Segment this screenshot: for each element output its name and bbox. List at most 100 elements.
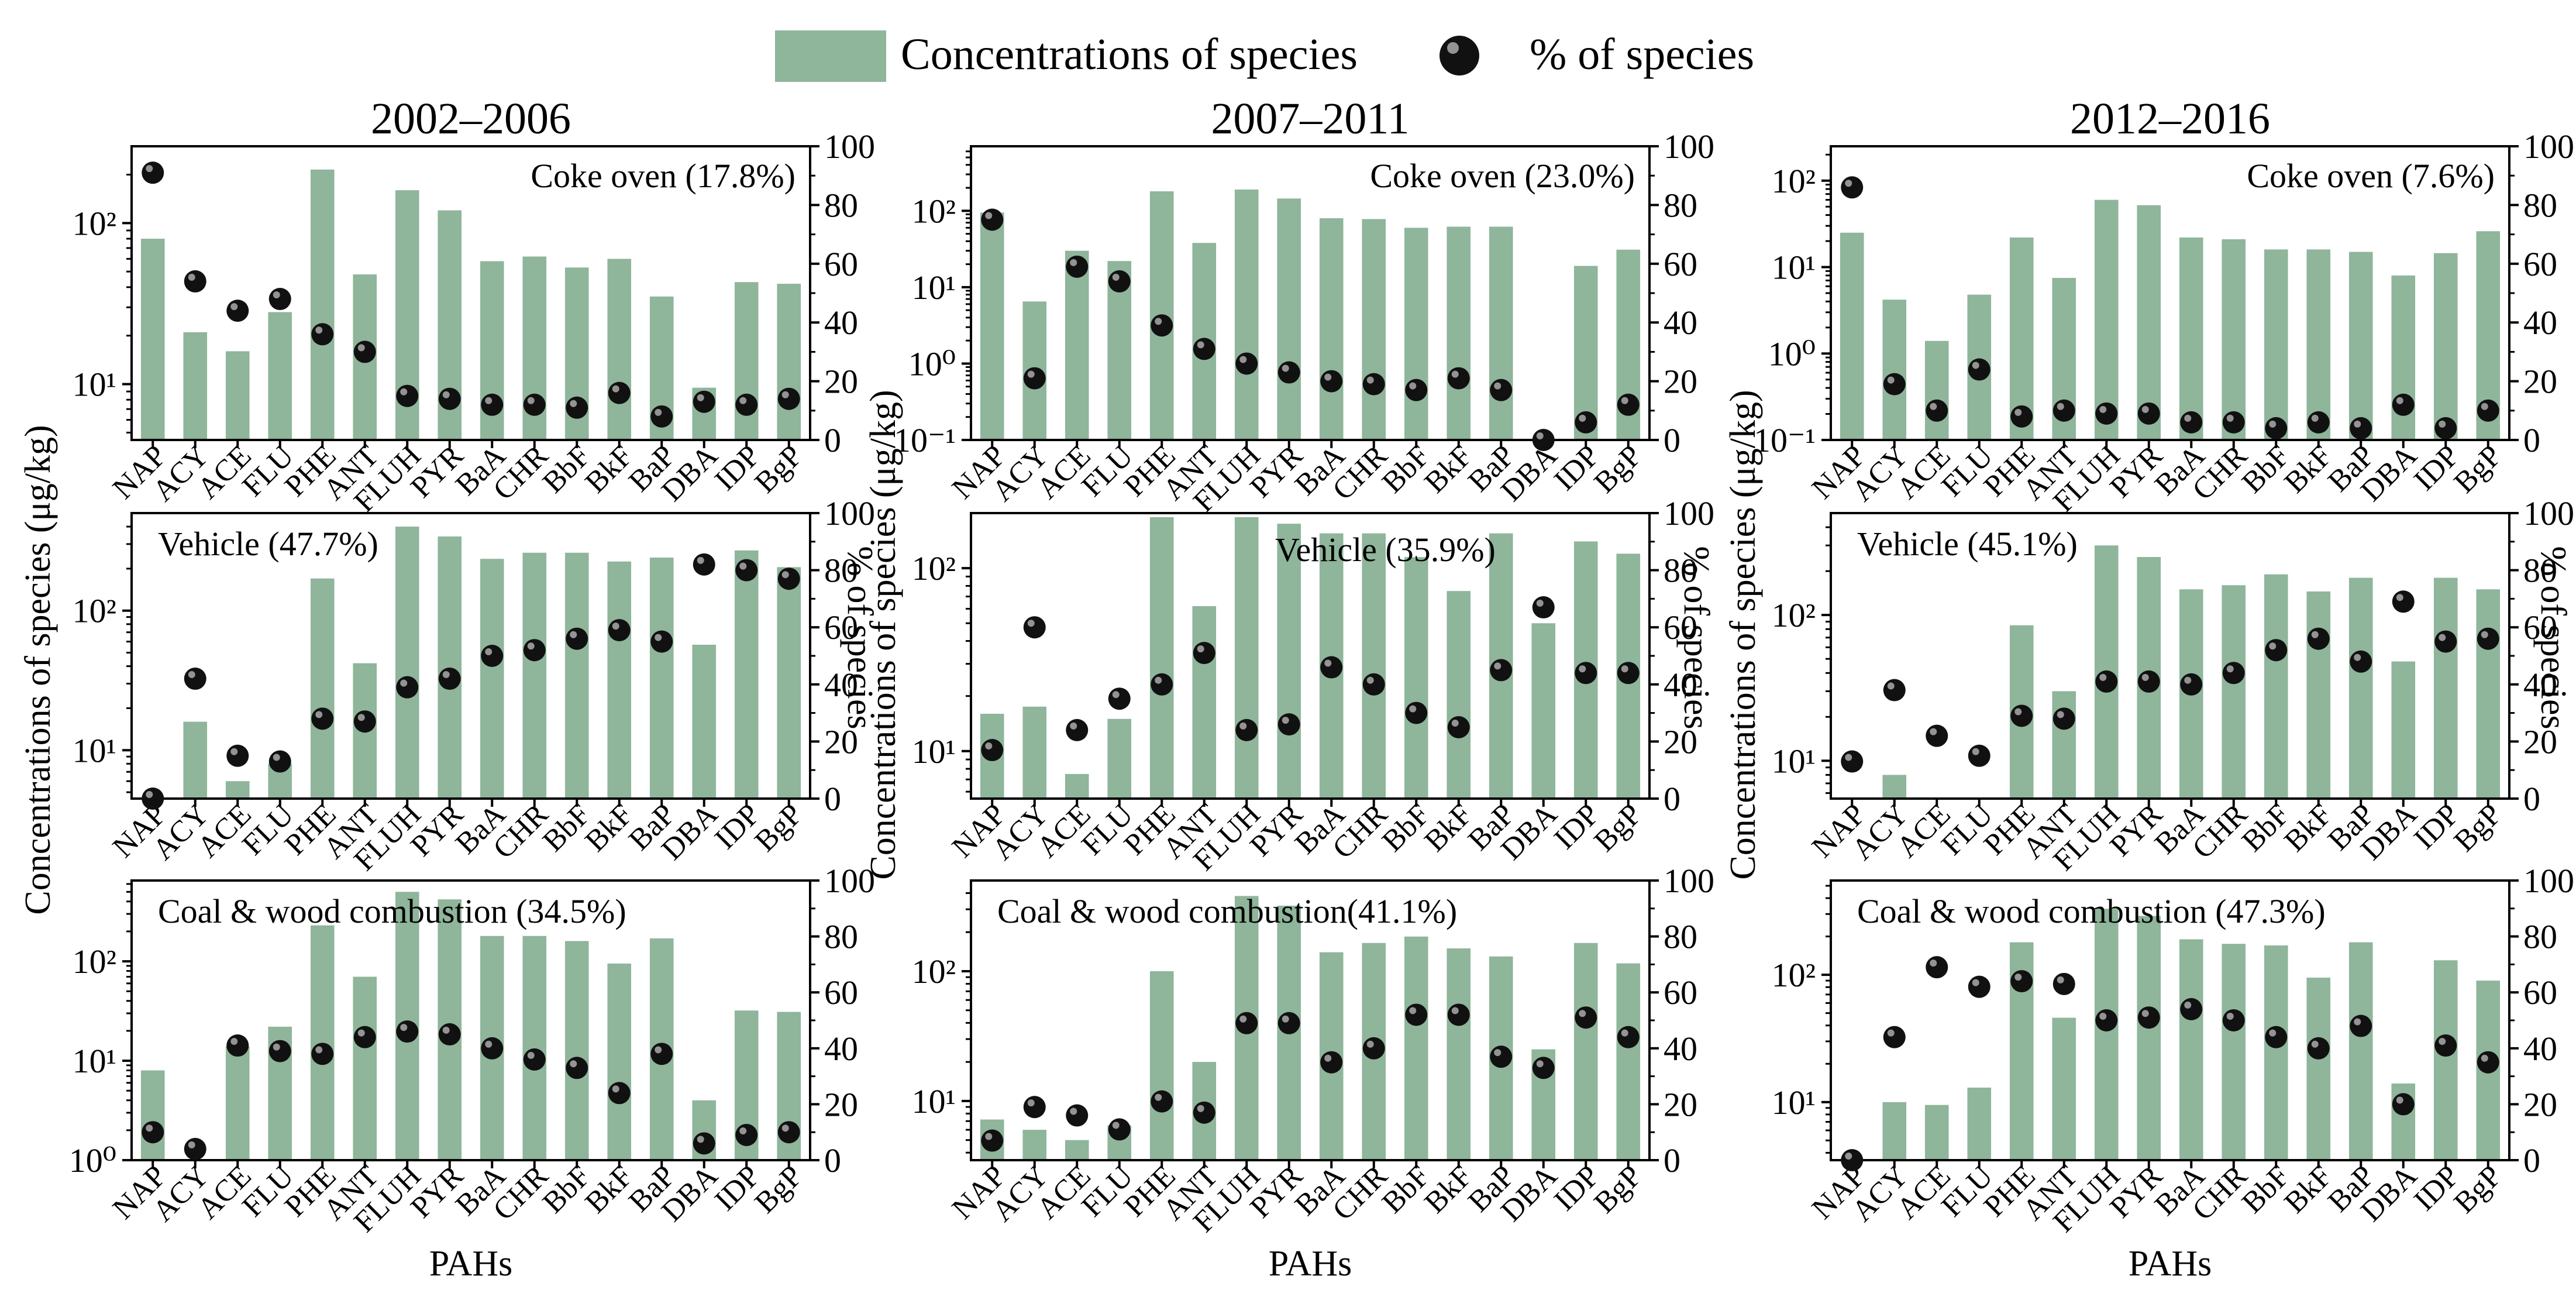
dot-nap [1841, 176, 1864, 199]
dot-highlight [1070, 259, 1077, 266]
dot-highlight [2141, 673, 2149, 681]
dot-nap [142, 1121, 164, 1144]
dot-highlight [1366, 1040, 1374, 1048]
dot-highlight [357, 1029, 365, 1037]
dot-bap [650, 405, 673, 428]
right-tick-label: 40 [2523, 666, 2557, 704]
dot-acy [184, 668, 206, 690]
dot-highlight [612, 623, 619, 630]
dot-highlight [2226, 665, 2234, 673]
dot-highlight [1536, 1060, 1544, 1068]
dot-flu [1108, 270, 1131, 293]
dot-highlight [739, 1127, 747, 1134]
dot-highlight [1621, 397, 1628, 404]
dot-highlight [442, 391, 450, 398]
left-tick-label: 10¹ [912, 269, 956, 307]
dot-highlight [1494, 662, 1501, 670]
dot-dba [1532, 1057, 1555, 1079]
dot-highlight [1972, 362, 1979, 369]
dot-highlight [2311, 631, 2319, 638]
dot-highlight [1239, 1015, 1247, 1023]
x-axis-title: PAHs [429, 1244, 512, 1284]
dot-baa [1320, 370, 1343, 393]
dot-pyr [2137, 670, 2160, 693]
dot-fluh [1235, 718, 1258, 741]
dot-highlight [442, 671, 450, 679]
dot-highlight [2354, 420, 2361, 428]
dot-highlight [739, 562, 747, 570]
dot-highlight [781, 1124, 789, 1132]
dot-dba [693, 390, 715, 413]
bar-fluh [395, 527, 419, 799]
bar-chr [1362, 219, 1386, 440]
dot-baa [2180, 998, 2203, 1020]
right-tick-label: 20 [2523, 1085, 2557, 1123]
left-tick-label: 10² [912, 192, 956, 230]
bar-idp [1573, 266, 1598, 440]
dot-bbf [2265, 1026, 2288, 1048]
bar-baa [2179, 939, 2203, 1160]
dot-highlight [273, 754, 280, 761]
x-tick-label-bgp: BgP [1588, 797, 1649, 858]
right-tick-label: 0 [824, 780, 841, 818]
bar-idp [2433, 960, 2458, 1160]
dot-highlight [985, 1133, 993, 1140]
bar-pyr [2137, 916, 2161, 1160]
dot-highlight [2184, 1001, 2192, 1009]
right-tick-label: 100 [2523, 128, 2574, 166]
right-tick-label: 40 [824, 1030, 858, 1068]
dot-flu [1108, 687, 1131, 710]
dot-highlight [1112, 691, 1120, 699]
dot-highlight [1409, 382, 1417, 390]
bar-ace [225, 351, 250, 440]
bar-ace [225, 1046, 250, 1160]
panel-annotation: Coal & wood combustion (47.3%) [1857, 892, 2326, 930]
dot-highlight [1070, 1108, 1077, 1115]
dot-ant [353, 341, 376, 363]
right-tick-label: 0 [2523, 1141, 2540, 1179]
bar-acy [1022, 1130, 1047, 1160]
bar-pyr [1277, 524, 1301, 799]
dot-bgp [777, 387, 800, 410]
panel-annotation: Coal & wood combustion(41.1%) [997, 892, 1457, 930]
dot-highlight [2481, 1054, 2488, 1062]
dot-highlight [1494, 1049, 1501, 1057]
dot-ant [353, 1026, 376, 1048]
right-tick-label: 80 [1664, 918, 1697, 956]
dot-highlight [1579, 414, 1586, 422]
dot-ace [1926, 724, 1948, 747]
dot-highlight [1621, 665, 1628, 673]
y-right-label-col-3: % of species [2533, 546, 2573, 729]
dot-acy [1883, 679, 1906, 701]
dot-bkf [608, 381, 631, 404]
dot-baa [1320, 656, 1343, 679]
bar-baa [480, 559, 504, 799]
right-tick-label: 0 [1664, 421, 1680, 459]
dot-bbf [2265, 417, 2288, 439]
bar-chr [1362, 533, 1386, 799]
bar-acy [1022, 706, 1047, 799]
left-tick-label: 10² [912, 549, 956, 587]
dot-highlight [2439, 634, 2446, 641]
bar-acy [183, 332, 208, 440]
dot-highlight [2269, 642, 2277, 650]
bar-bap [1489, 226, 1513, 440]
dot-pyr [2137, 402, 2160, 425]
dot-highlight [2481, 403, 2488, 410]
right-tick-label: 20 [1664, 1085, 1697, 1123]
y-right-label-col-2: % of species [1676, 546, 1716, 729]
bar-idp [2433, 577, 2458, 799]
dot-phe [311, 707, 334, 730]
dot-chr [1362, 373, 1385, 395]
dot-bkf [2307, 627, 2330, 650]
dot-highlight [2439, 420, 2446, 428]
dot-bkf [1447, 1003, 1470, 1026]
bar-idp [734, 550, 759, 799]
dot-highlight [570, 400, 577, 407]
dot-baa [2180, 411, 2203, 434]
panel-9: 10¹10²020406080100NAPACYACEFLUPHEANTFLUH… [1772, 862, 2574, 1284]
right-tick-label: 60 [2523, 974, 2557, 1012]
dot-idp [1575, 662, 1597, 685]
panel-annotation: Vehicle (45.1%) [1857, 525, 2078, 563]
dot-chr [523, 1048, 546, 1071]
